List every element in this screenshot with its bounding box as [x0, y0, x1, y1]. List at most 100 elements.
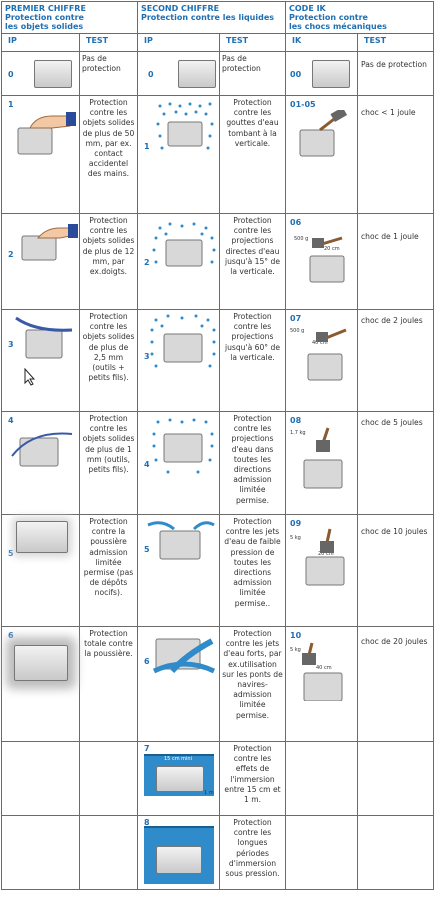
table-row: 5 Protection contre la poussière admissi…	[1, 514, 434, 627]
ik-weight-label: 500 g	[294, 236, 309, 242]
ip2-number: 3	[144, 352, 150, 361]
ip1-number: 0	[8, 70, 14, 79]
test3-text: Pas de protection	[361, 60, 427, 69]
ik-cell-empty	[285, 741, 358, 816]
test1-text: Protection contre les objets solides de …	[82, 414, 135, 475]
hammer-icon	[305, 528, 345, 586]
ip2-number: 2	[144, 258, 150, 267]
test3-text: choc < 1 joule	[361, 108, 416, 117]
ik-cell: 09 5 kg 20 cm	[285, 514, 358, 627]
test2-text: Protection contre les projections d'eau …	[231, 414, 274, 505]
ik-cell: 06 500 g 20 cm	[285, 213, 358, 310]
hammer-icon	[307, 328, 347, 381]
ip1-cell-empty	[1, 815, 80, 890]
hand-icon	[17, 112, 76, 155]
test1-text: Pas de protection	[82, 54, 121, 74]
table-row: 2 Protection contre les objets solides d…	[1, 213, 434, 310]
ip2-cell: 1	[137, 95, 220, 214]
table-row: 8 Protection contre les longues périodes…	[1, 815, 434, 890]
test1-cell: Protection totale contre la poussière.	[79, 626, 138, 742]
ik-number: 07	[290, 314, 302, 323]
ip2-cell: 3	[137, 309, 220, 412]
test3-cell: choc de 20 joules	[356, 626, 434, 742]
table-row: 0 Pas de protection 0 Pas de protection …	[1, 51, 434, 96]
immersion-max-label: 1 m	[204, 790, 214, 796]
ip1-number: 1	[8, 100, 14, 109]
ip2-cell: 6	[137, 626, 220, 742]
ip1-cell: 2	[1, 213, 80, 310]
ip1-number: 6	[8, 631, 14, 640]
ik-weight-label: 1.7 kg	[290, 430, 306, 436]
test3-cell-empty	[356, 815, 434, 890]
test2-cell: Protection contre les effets de l'immers…	[219, 741, 286, 816]
header-2-title: SECOND CHIFFRE	[141, 4, 220, 13]
test2-cell: Protection contre les projections jusqu'…	[219, 309, 286, 412]
water-drops-icon	[156, 102, 214, 150]
header-premier-chiffre: PREMIER CHIFFRE Protection contre les ob…	[1, 1, 138, 34]
ip2-cell: 8	[137, 815, 220, 890]
test1-cell: Protection contre les objets solides de …	[79, 411, 138, 515]
ip2-cell: 0	[137, 51, 220, 96]
test3-cell: choc de 1 joule	[356, 213, 434, 310]
ip1-cell-empty	[1, 741, 80, 816]
test2-cell: Protection contre les longues périodes d…	[219, 815, 286, 890]
water-all-directions-icon	[152, 418, 214, 474]
test2-text: Protection contre les projections jusqu'…	[224, 312, 281, 362]
test1-cell: Protection contre les objets solides de …	[79, 213, 138, 310]
ip2-cell: 7 15 cm mini 1 m	[137, 741, 220, 816]
ik-cell: 00	[285, 51, 358, 96]
ik-height-label: 20 cm	[318, 551, 334, 557]
ik-number: 01-05	[290, 100, 316, 109]
ik-height-label: 20 cm	[324, 246, 340, 252]
test2-cell: Protection contre les jets d'eau de faib…	[219, 514, 286, 627]
ip2-cell: 5	[137, 514, 220, 627]
test1-cell-empty	[79, 741, 138, 816]
test2-cell: Protection contre les gouttes d'eau tomb…	[219, 95, 286, 214]
ip1-cell: 1	[1, 95, 80, 214]
ik-cell-empty	[285, 815, 358, 890]
ip2-cell: 4	[137, 411, 220, 515]
ik-height-label: 40 cm	[312, 340, 328, 346]
ik-weight-label: 500 g	[290, 328, 305, 334]
water-jet-icon	[147, 521, 215, 560]
strong-water-jet-icon	[152, 638, 216, 674]
ik-cell: 01-05	[285, 95, 358, 214]
header-3-sub2: les chocs mécaniques	[289, 22, 387, 31]
subheader-ik: IK	[285, 33, 358, 52]
tool-icon	[15, 316, 73, 359]
ip2-number: 8	[144, 818, 150, 827]
test3-cell: choc de 2 joules	[356, 309, 434, 412]
ik-weight-label: 5 kg	[290, 647, 301, 653]
subheader-test-2: TEST	[219, 33, 286, 52]
ip2-number: 0	[148, 70, 154, 79]
hammer-icon	[303, 427, 343, 489]
ik-cell: 10 5 kg 40 cm	[285, 626, 358, 742]
test2-text: Protection contre les jets d'eau forts, …	[222, 629, 283, 720]
test2-cell: Pas de protection	[219, 51, 286, 96]
ip1-number: 2	[8, 250, 14, 259]
test2-cell: Protection contre les jets d'eau forts, …	[219, 626, 286, 742]
test1-text: Protection contre la poussière admission…	[83, 517, 134, 598]
subheader-test-1: TEST	[79, 33, 138, 52]
ip2-number: 4	[144, 460, 150, 469]
test3-cell-empty	[356, 741, 434, 816]
ip2-cell: 2	[137, 213, 220, 310]
test1-cell: Protection contre les objets solides de …	[79, 309, 138, 412]
ik-number: 08	[290, 416, 302, 425]
test3-text: choc de 10 joules	[361, 527, 428, 536]
subheader-ip-2: IP	[137, 33, 220, 52]
ip1-cell: 3	[1, 309, 80, 412]
ik-number: 10	[290, 631, 302, 640]
dust-tight-box-icon	[14, 645, 68, 681]
header-code-ik: CODE IK Protection contre les chocs méca…	[284, 1, 434, 34]
hammer-icon	[299, 110, 348, 157]
ik-number: 00	[290, 70, 302, 79]
ip2-number: 6	[144, 657, 150, 666]
ip2-number: 7	[144, 744, 150, 753]
test2-text: Protection contre les gouttes d'eau tomb…	[226, 98, 279, 148]
finger-icon	[21, 224, 78, 261]
mouse-cursor-icon	[24, 368, 36, 386]
ip1-cell: 6	[1, 626, 80, 742]
wire-icon	[11, 432, 73, 467]
